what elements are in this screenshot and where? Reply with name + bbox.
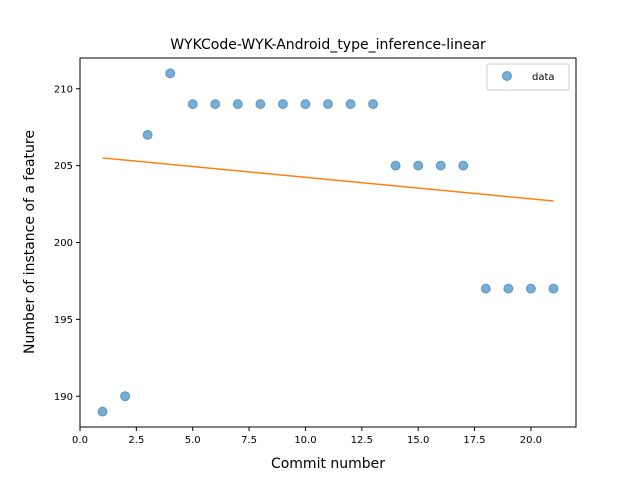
data-point bbox=[97, 406, 108, 417]
x-tick-label: 5.0 bbox=[185, 435, 201, 446]
data-point bbox=[480, 283, 491, 294]
x-tick-label: 15.0 bbox=[407, 435, 429, 446]
data-point bbox=[345, 99, 356, 110]
data-point bbox=[300, 99, 311, 110]
fit-line bbox=[102, 157, 554, 202]
legend-label-data: data bbox=[532, 72, 555, 83]
y-tick-label: 190 bbox=[54, 392, 73, 403]
y-tick-label: 200 bbox=[54, 238, 73, 249]
y-tick-label: 205 bbox=[54, 161, 73, 172]
x-axis: 0.0 2.5 5.0 7.5 10.0 12.5 15.0 17.5 20.0 bbox=[72, 427, 542, 446]
x-axis-label: Commit number bbox=[271, 456, 385, 472]
data-point bbox=[458, 160, 469, 171]
data-point bbox=[187, 99, 198, 110]
data-point bbox=[368, 99, 379, 110]
legend-box bbox=[486, 63, 570, 91]
data-point bbox=[210, 99, 221, 110]
y-axis: 190 195 200 205 210 bbox=[54, 84, 80, 403]
data-point bbox=[232, 99, 243, 110]
data-point bbox=[323, 99, 333, 110]
data-point bbox=[503, 283, 514, 294]
x-tick-label: 10.0 bbox=[294, 435, 316, 446]
data-point bbox=[120, 391, 131, 402]
chart-title: WYKCode-WYK-Android_type_inference-linea… bbox=[170, 37, 486, 53]
legend-marker-data bbox=[502, 71, 512, 81]
data-point bbox=[548, 283, 559, 294]
x-tick-label: 7.5 bbox=[241, 435, 257, 446]
x-tick-label: 0.0 bbox=[72, 435, 88, 446]
series-layer bbox=[97, 68, 559, 417]
legend: data bbox=[486, 63, 570, 91]
x-tick-label: 12.5 bbox=[351, 435, 373, 446]
data-point bbox=[142, 129, 153, 140]
x-tick-label: 20.0 bbox=[520, 435, 542, 446]
data-point bbox=[277, 99, 288, 110]
y-axis-label: Number of instance of a feature bbox=[22, 130, 38, 354]
data-point bbox=[435, 160, 446, 171]
plot-area-frame bbox=[79, 57, 577, 428]
data-point bbox=[165, 68, 176, 79]
data-point bbox=[390, 160, 401, 171]
y-tick-label: 210 bbox=[54, 84, 73, 95]
x-tick-label: 2.5 bbox=[128, 435, 144, 446]
data-point bbox=[525, 283, 536, 294]
y-tick-label: 195 bbox=[54, 315, 73, 326]
data-point bbox=[255, 99, 266, 110]
x-tick-label: 17.5 bbox=[463, 435, 485, 446]
data-point bbox=[413, 160, 424, 171]
